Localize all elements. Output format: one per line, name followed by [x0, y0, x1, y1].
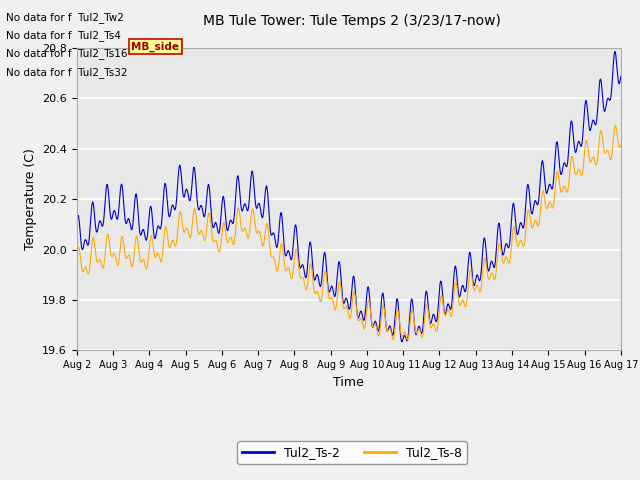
Tul2_Ts-8 [129, 264, 136, 270]
Line: Tul2_Ts-2: Tul2_Ts-2 [77, 51, 621, 342]
Tul2_Ts-8 [447, 313, 455, 319]
Tul2_Ts-2 [312, 273, 320, 278]
Tul2_Ts-8 [293, 248, 301, 254]
Text: No data for f  Tul2_Ts16: No data for f Tul2_Ts16 [6, 48, 128, 60]
Tul2_Ts-2 [73, 221, 81, 227]
X-axis label: Time: Time [333, 376, 364, 389]
Tul2_Ts-8 [617, 142, 625, 148]
Tul2_Ts-2 [498, 244, 506, 250]
Tul2_Ts-2 [508, 218, 515, 224]
Tul2_Ts-8 [312, 289, 320, 295]
Tul2_Ts-8 [73, 255, 81, 261]
Tul2_Ts-2 [611, 48, 619, 54]
Legend: Tul2_Ts-2, Tul2_Ts-8: Tul2_Ts-2, Tul2_Ts-8 [237, 441, 467, 464]
Tul2_Ts-8 [508, 245, 515, 251]
Text: MB Tule Tower: Tule Temps 2 (3/23/17-now): MB Tule Tower: Tule Temps 2 (3/23/17-now… [203, 14, 501, 28]
Tul2_Ts-8 [498, 252, 506, 258]
Tul2_Ts-2 [293, 229, 301, 235]
Tul2_Ts-2 [129, 225, 136, 231]
Text: No data for f  Tul2_Ts32: No data for f Tul2_Ts32 [6, 67, 128, 78]
Tul2_Ts-2 [398, 339, 406, 345]
Text: No data for f  Tul2_Tw2: No data for f Tul2_Tw2 [6, 12, 124, 23]
Y-axis label: Temperature (C): Temperature (C) [24, 148, 36, 250]
Tul2_Ts-8 [611, 123, 619, 129]
Tul2_Ts-8 [404, 337, 412, 343]
Text: No data for f  Tul2_Ts4: No data for f Tul2_Ts4 [6, 30, 121, 41]
Tul2_Ts-2 [617, 74, 625, 80]
Line: Tul2_Ts-8: Tul2_Ts-8 [77, 126, 621, 340]
Text: MB_side: MB_side [131, 41, 179, 51]
Tul2_Ts-2 [447, 306, 455, 312]
